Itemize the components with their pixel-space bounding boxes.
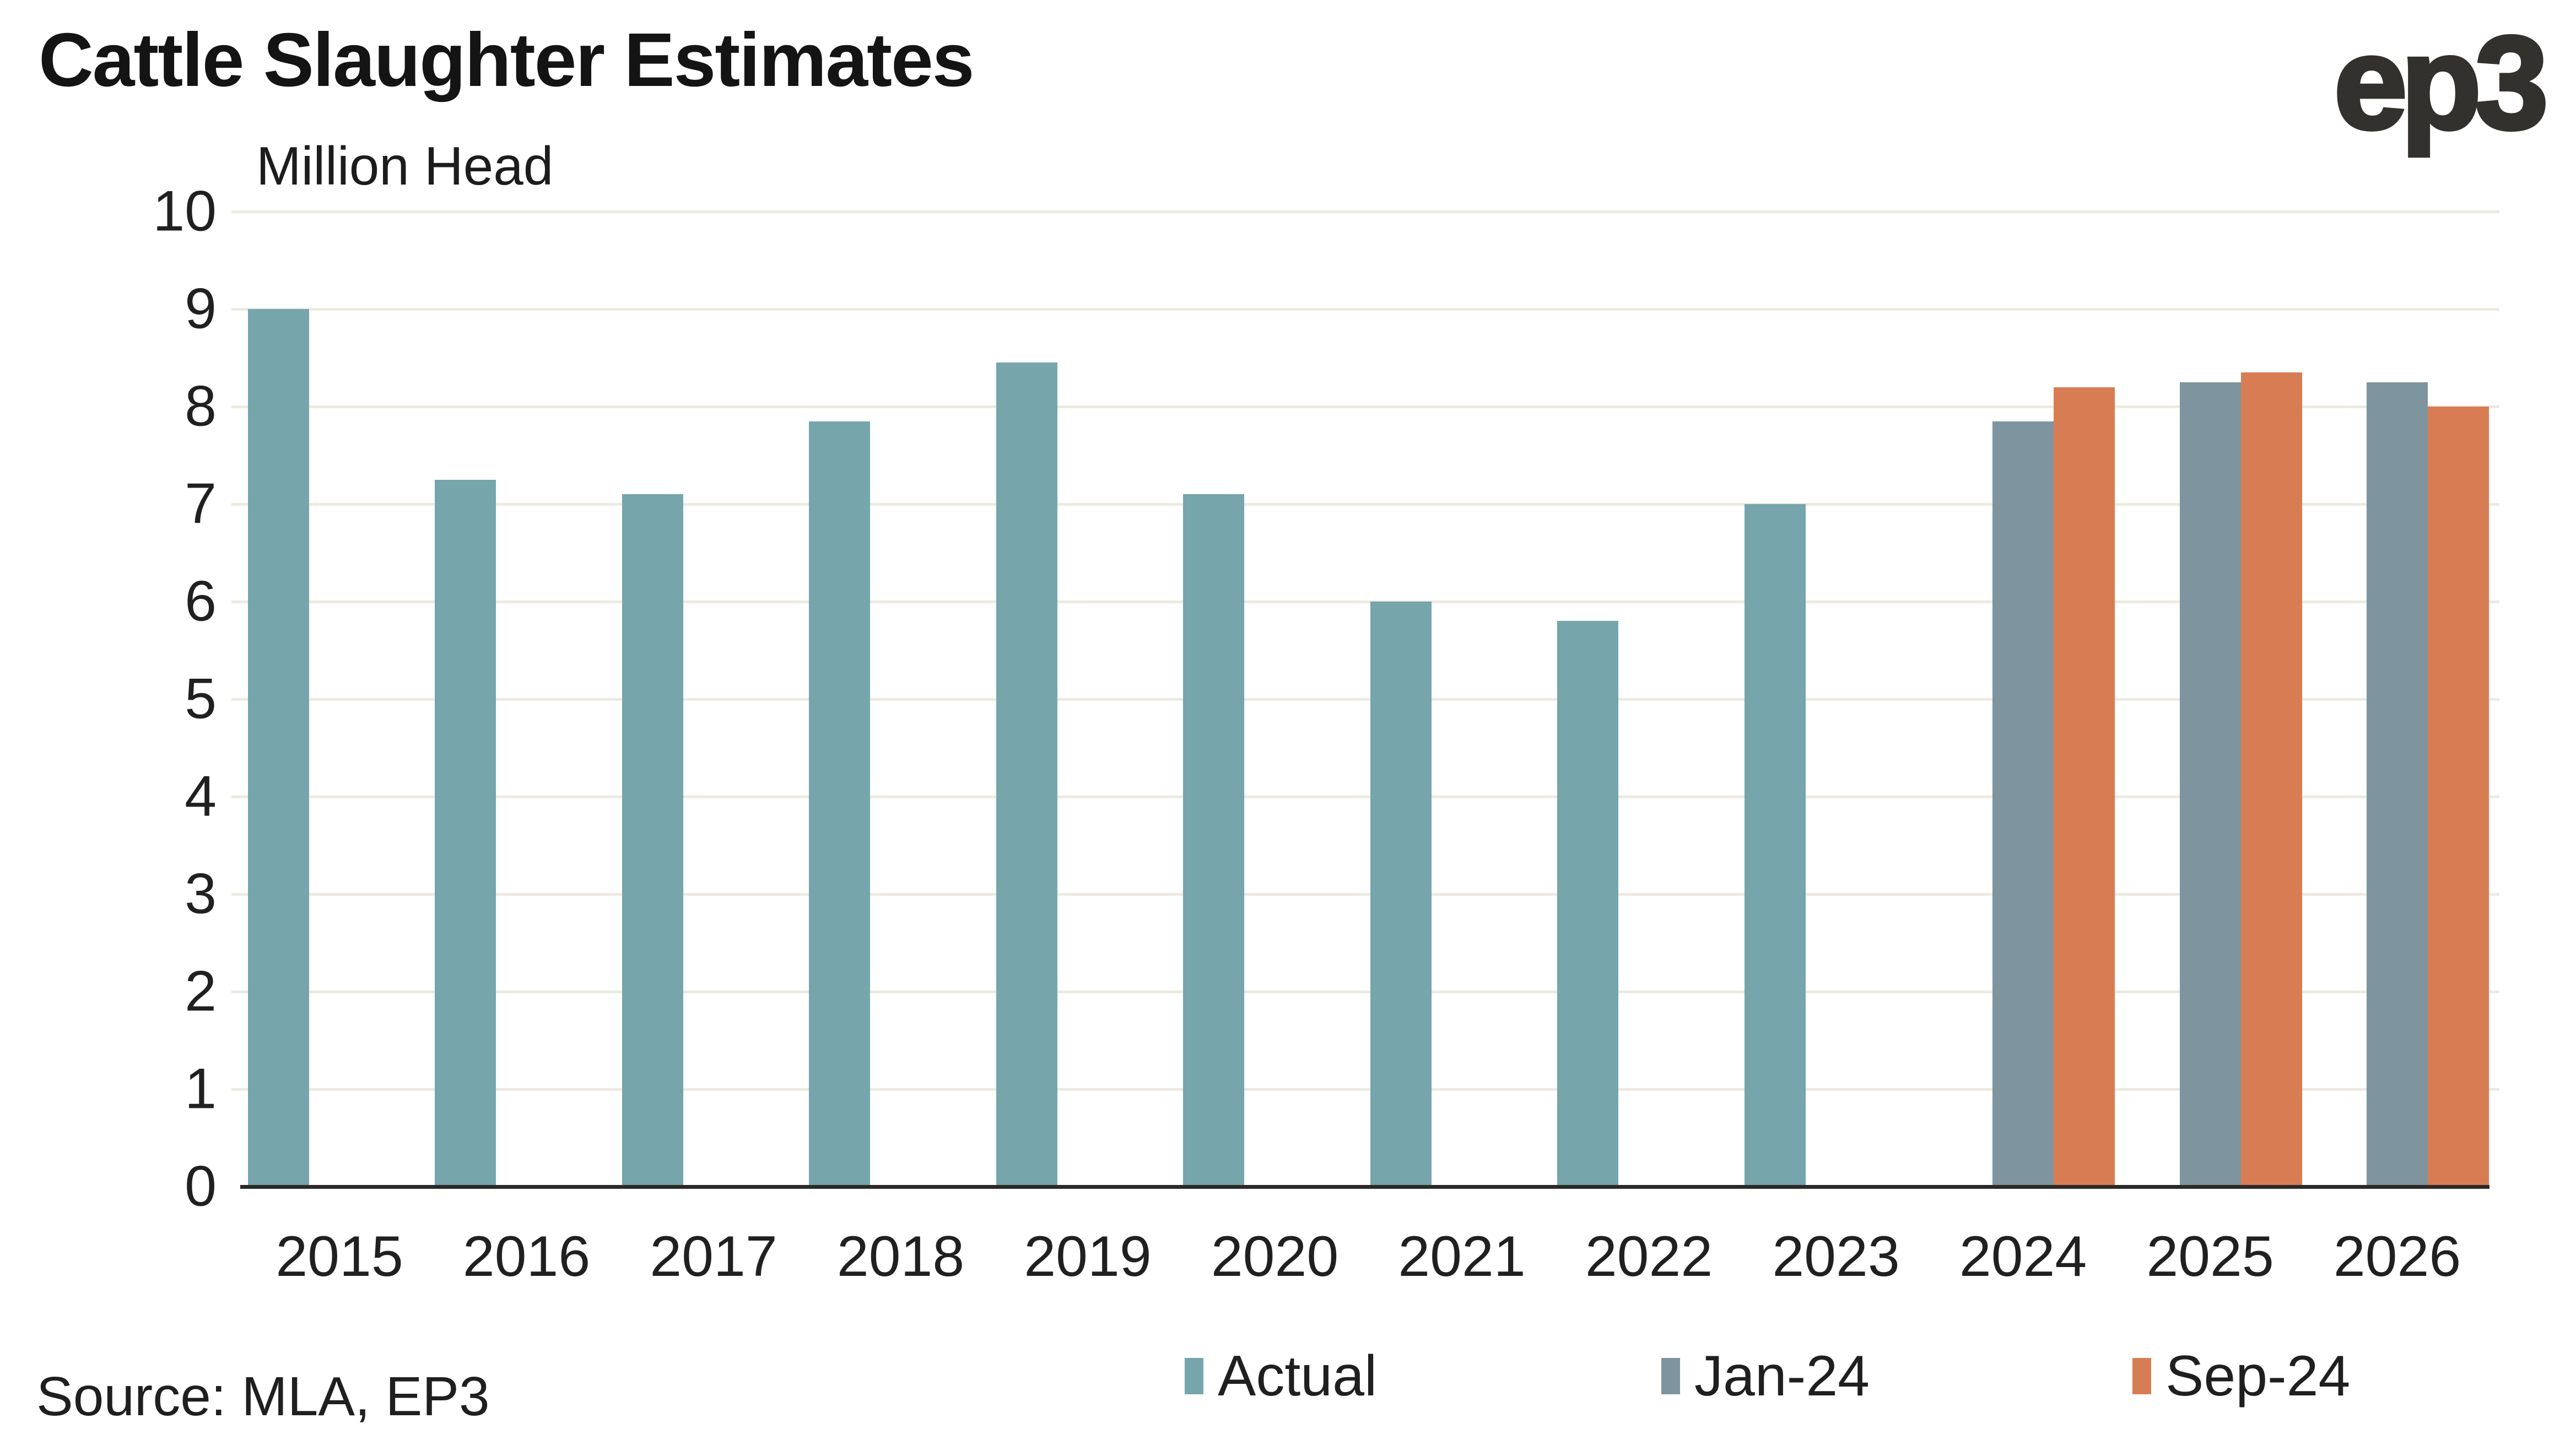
legend-item-jan24: Jan-24 xyxy=(1661,1343,1870,1409)
legend-swatch-jan24 xyxy=(1661,1358,1680,1394)
legend-label-actual: Actual xyxy=(1218,1344,1378,1408)
x-tick-label-2024: 2024 xyxy=(1959,1225,2087,1289)
x-axis-line xyxy=(240,1185,2489,1189)
legend-swatch-actual xyxy=(1185,1358,1203,1394)
ep3-logo: ep3 xyxy=(2332,8,2551,158)
legend-swatch-sep24 xyxy=(2132,1358,2151,1394)
bar-sep24-2024 xyxy=(2054,387,2115,1187)
gridline-3 xyxy=(231,893,2499,896)
bar-actual-2017 xyxy=(622,494,683,1187)
gridline-1 xyxy=(231,1088,2499,1091)
bar-sep24-2026 xyxy=(2428,407,2489,1187)
gridline-6 xyxy=(231,600,2499,603)
x-tick-label-2020: 2020 xyxy=(1211,1225,1339,1289)
x-tick-label-2026: 2026 xyxy=(2333,1225,2461,1289)
bar-actual-2021 xyxy=(1370,602,1432,1187)
x-tick-label-2023: 2023 xyxy=(1772,1225,1900,1289)
legend-item-actual: Actual xyxy=(1185,1343,1377,1409)
gridline-7 xyxy=(231,503,2499,506)
x-tick-label-2016: 2016 xyxy=(462,1225,591,1289)
bar-actual-2016 xyxy=(435,479,496,1187)
x-tick-label-2015: 2015 xyxy=(276,1225,403,1289)
gridline-4 xyxy=(231,795,2499,798)
bar-actual-2019 xyxy=(996,362,1057,1187)
gridline-5 xyxy=(231,698,2499,701)
legend-item-sep24: Sep-24 xyxy=(2132,1343,2350,1409)
source-note: Source: MLA, EP3 xyxy=(36,1366,490,1427)
bar-actual-2023 xyxy=(1744,504,1806,1187)
x-tick-label-2021: 2021 xyxy=(1398,1225,1526,1289)
x-tick-label-2018: 2018 xyxy=(836,1225,965,1289)
x-tick-label-2019: 2019 xyxy=(1024,1225,1152,1289)
chart-title: Cattle Slaughter Estimates xyxy=(39,18,975,102)
gridline-9 xyxy=(231,308,2499,311)
bar-actual-2022 xyxy=(1557,621,1618,1187)
gridline-2 xyxy=(231,990,2499,993)
y-tick-label-7: 7 xyxy=(185,472,217,536)
gridline-8 xyxy=(231,405,2499,408)
x-tick-label-2022: 2022 xyxy=(1585,1225,1713,1289)
legend-label-sep24: Sep-24 xyxy=(2165,1344,2351,1408)
y-axis-units-label: Million Head xyxy=(256,136,554,196)
bar-jan24-2025 xyxy=(2179,382,2241,1187)
y-tick-label-0: 0 xyxy=(185,1154,217,1219)
y-tick-label-9: 9 xyxy=(185,277,217,341)
bar-jan24-2024 xyxy=(1992,421,2054,1187)
bar-actual-2018 xyxy=(809,421,870,1187)
x-tick-label-2017: 2017 xyxy=(650,1225,777,1289)
y-tick-label-5: 5 xyxy=(185,667,217,731)
bar-jan24-2026 xyxy=(2367,382,2428,1187)
y-tick-label-4: 4 xyxy=(185,764,217,829)
legend-label-jan24: Jan-24 xyxy=(1694,1344,1870,1408)
y-tick-label-3: 3 xyxy=(185,862,217,926)
gridline-10 xyxy=(231,210,2499,213)
x-tick-label-2025: 2025 xyxy=(2146,1225,2274,1289)
bar-sep24-2025 xyxy=(2240,372,2302,1187)
y-tick-label-2: 2 xyxy=(185,959,217,1024)
y-tick-label-6: 6 xyxy=(185,569,217,634)
y-tick-label-10: 10 xyxy=(153,179,217,243)
bar-actual-2015 xyxy=(247,309,309,1187)
y-tick-label-8: 8 xyxy=(185,374,217,439)
y-tick-label-1: 1 xyxy=(185,1057,217,1121)
bar-actual-2020 xyxy=(1183,494,1244,1187)
